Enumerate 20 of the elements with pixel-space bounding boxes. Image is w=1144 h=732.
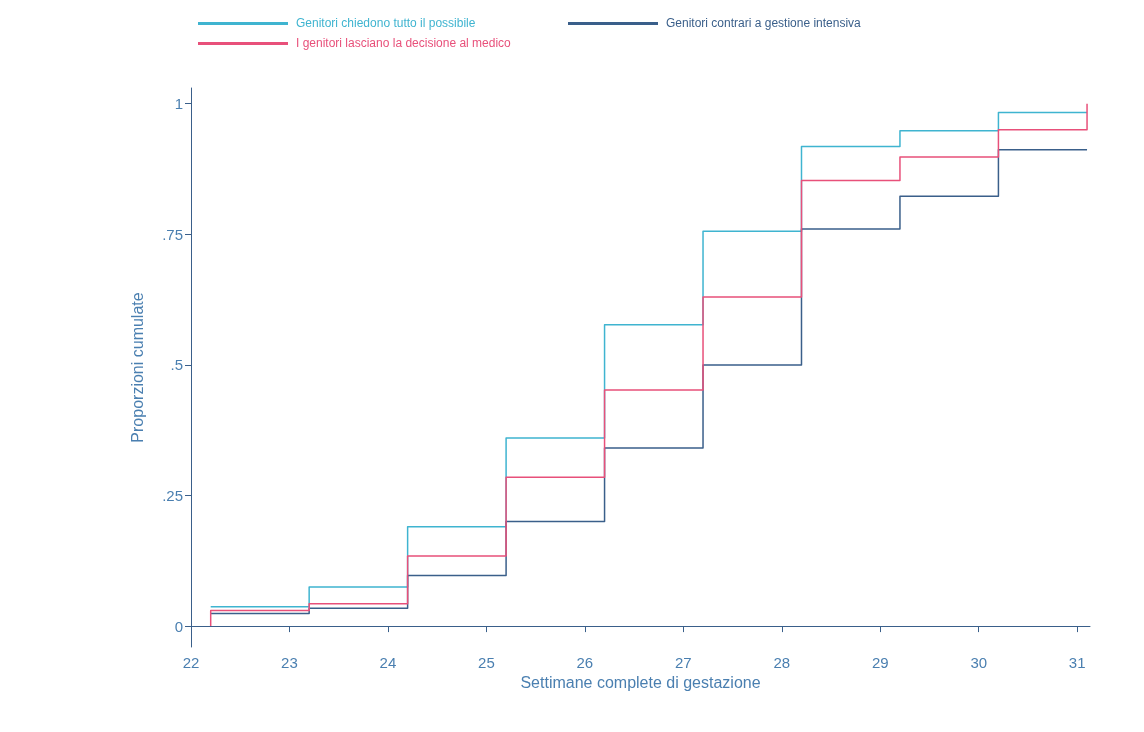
x-tick-label: 28 [773, 654, 791, 671]
text: Genitori chiedono tutto il possibile [296, 16, 476, 30]
x-tick-label: 27 [674, 654, 692, 671]
text: Genitori contrari a gestione intensiva [666, 16, 861, 30]
x-tick-label: 22 [182, 654, 200, 671]
x-tick-label: 23 [281, 654, 298, 671]
x-tick-label: 24 [379, 654, 397, 671]
text: I genitori lasciano la decisione al medico [296, 36, 511, 50]
x-tick-label: 25 [478, 654, 495, 671]
y-tick-label: .5 [170, 356, 183, 374]
y-tick-label: 1 [174, 95, 183, 113]
x-tick-label: 26 [576, 654, 594, 671]
x-tick-label: 29 [871, 654, 889, 671]
x-tick-label: 30 [970, 654, 988, 671]
x-axis-title: Settimane complete di gestazione [520, 674, 761, 692]
y-tick-label: .75 [162, 225, 183, 243]
x-tick-label: 31 [1068, 654, 1086, 671]
y-tick-label: .25 [162, 487, 183, 504]
y-axis-title: Proporzioni cumulate [128, 292, 146, 443]
y-tick-label: 0 [174, 617, 183, 635]
